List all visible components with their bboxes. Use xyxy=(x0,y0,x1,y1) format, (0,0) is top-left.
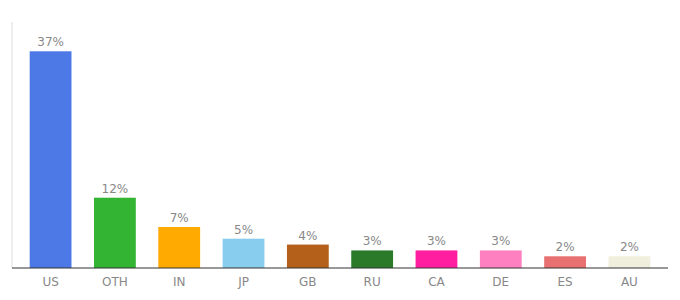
data-label: 3% xyxy=(363,234,382,248)
data-label: 7% xyxy=(170,211,189,225)
x-tick-label: IN xyxy=(173,275,186,289)
bar xyxy=(609,256,651,268)
x-tick-label: US xyxy=(42,275,58,289)
x-tick-label: JP xyxy=(237,275,249,289)
data-label: 4% xyxy=(298,229,317,243)
bar xyxy=(287,245,329,268)
x-axis-line xyxy=(12,267,668,268)
chart-container: US 37% OTH 12% IN 7% JP 5% GB 4% RU 3% CA 3% DE 3% ES 2% A… xyxy=(0,0,680,300)
x-tick-label: GB xyxy=(299,275,317,289)
chart: US 37% OTH 12% IN 7% JP 5% GB 4% RU 3% CA 3% DE 3% ES 2% A… xyxy=(0,0,680,300)
x-tick-label: RU xyxy=(364,275,381,289)
bar xyxy=(544,256,586,268)
x-tick-label: AU xyxy=(621,275,638,289)
data-label: 37% xyxy=(37,35,64,49)
bar xyxy=(223,239,265,268)
data-label: 3% xyxy=(491,234,510,248)
bar xyxy=(94,198,136,268)
bar xyxy=(480,250,522,268)
x-tick-label: ES xyxy=(557,275,572,289)
x-tick-label: OTH xyxy=(102,275,128,289)
data-label: 2% xyxy=(556,240,575,254)
data-label: 5% xyxy=(234,223,253,237)
bars xyxy=(30,51,651,268)
bar xyxy=(30,51,72,268)
x-tick-label: CA xyxy=(428,275,445,289)
data-label: 3% xyxy=(427,234,446,248)
bar xyxy=(158,227,200,268)
bar xyxy=(416,250,458,268)
y-axis-line xyxy=(12,22,13,268)
x-tick-label: DE xyxy=(492,275,509,289)
data-label: 12% xyxy=(102,182,129,196)
data-label: 2% xyxy=(620,240,639,254)
bar xyxy=(351,250,393,268)
